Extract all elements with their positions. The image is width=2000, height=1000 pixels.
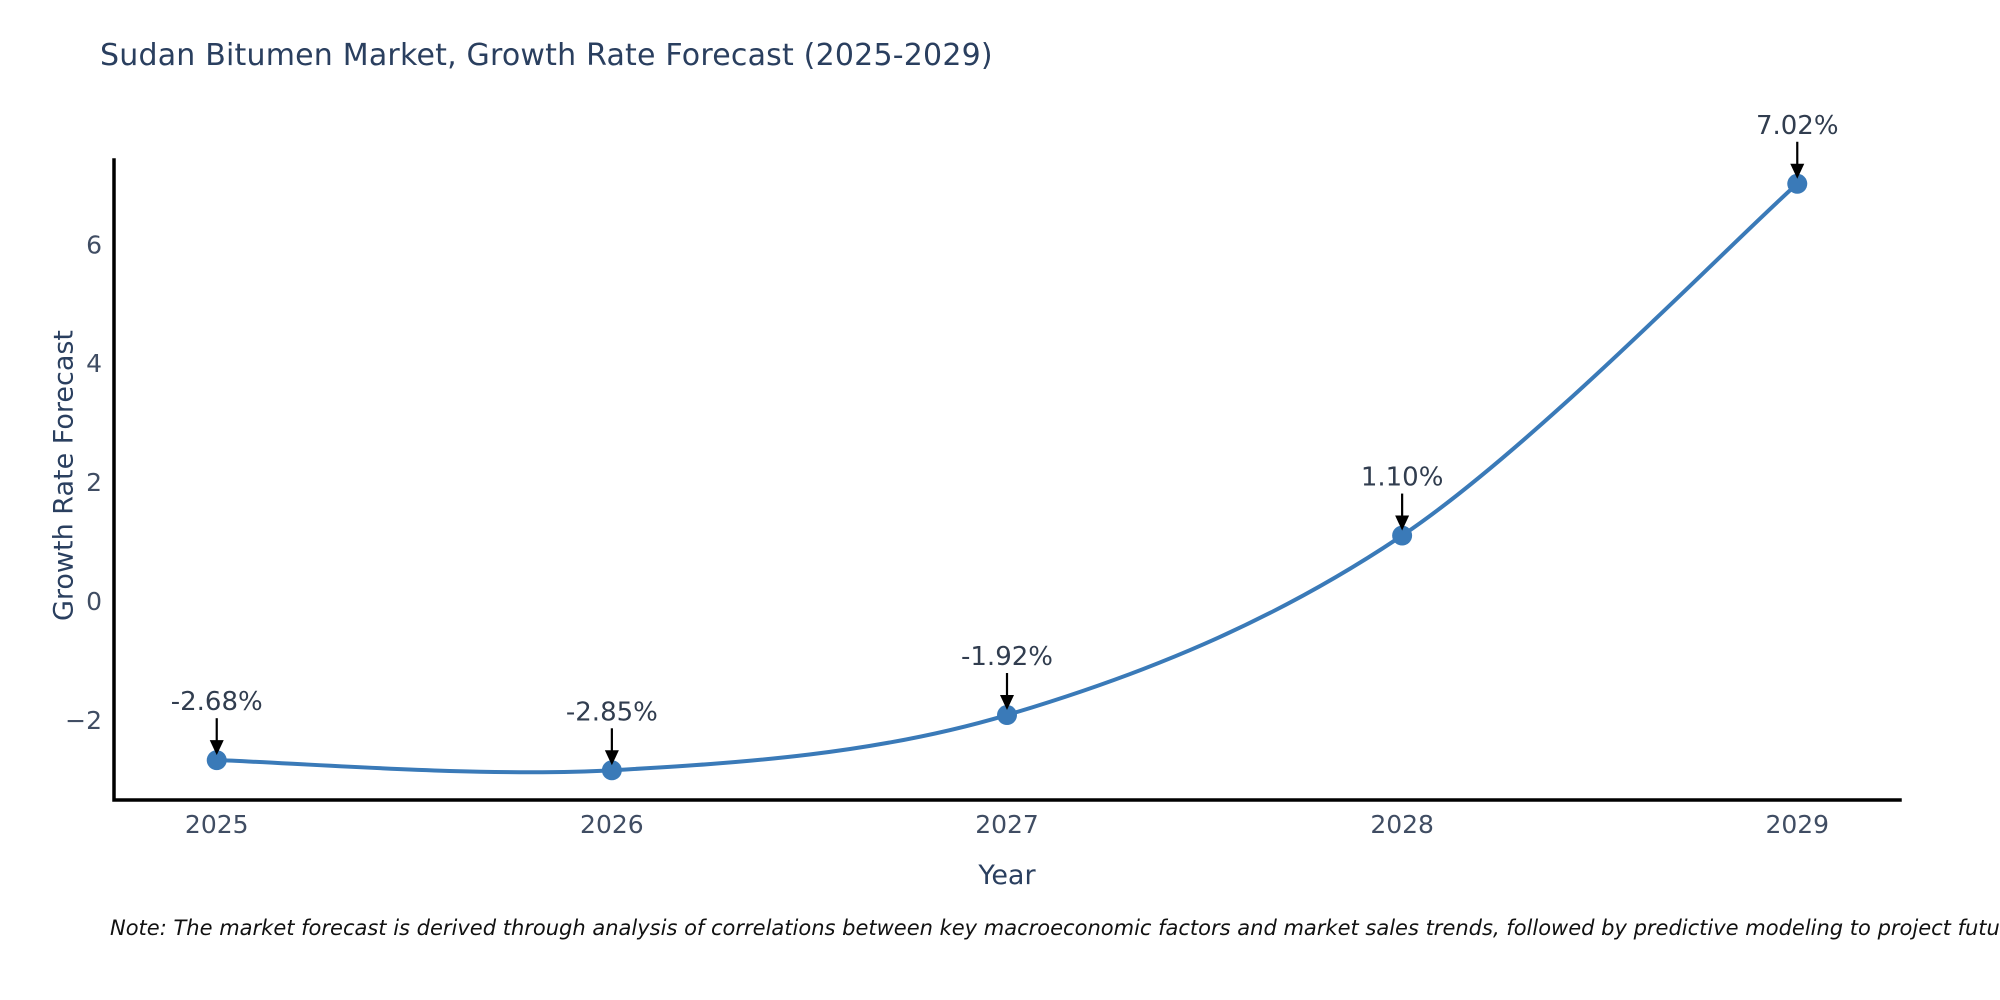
- point-annotation: -1.92%: [961, 642, 1053, 711]
- data-point-marker: [1392, 525, 1413, 546]
- data-point-marker: [997, 705, 1017, 726]
- y-tick-label: 4: [86, 349, 102, 378]
- y-tick-label: 2: [86, 468, 102, 497]
- point-annotation: 7.02%: [1756, 111, 1839, 179]
- y-tick-label: 6: [86, 230, 102, 259]
- x-tick-label: 2027: [975, 810, 1039, 839]
- x-tick-label: 2026: [580, 810, 644, 839]
- annotation-arrowhead-icon: [604, 750, 619, 766]
- point-annotation: -2.85%: [566, 697, 658, 766]
- point-annotation-label: 1.10%: [1361, 463, 1444, 493]
- axis-spines: [112, 158, 1902, 802]
- x-tick-label: 2025: [185, 810, 249, 839]
- annotation-arrowhead-icon: [209, 740, 224, 756]
- point-annotation: -2.68%: [171, 687, 263, 756]
- data-point-marker: [601, 760, 622, 781]
- y-tick-label: −2: [65, 706, 102, 735]
- x-tick-label: 2029: [1765, 810, 1829, 839]
- chart-title: Sudan Bitumen Market, Growth Rate Foreca…: [100, 38, 993, 73]
- point-annotation-label: 7.02%: [1756, 111, 1839, 141]
- point-annotation: 1.10%: [1361, 463, 1444, 531]
- data-point-marker: [206, 750, 227, 771]
- y-tick-label: 0: [86, 587, 102, 616]
- annotation-arrowhead-icon: [1000, 695, 1014, 711]
- x-tick-label: 2028: [1370, 810, 1434, 839]
- x-axis-title: Year: [978, 860, 1036, 891]
- point-annotation-label: -1.92%: [961, 642, 1053, 672]
- footnote: Note: The market forecast is derived thr…: [110, 916, 2000, 940]
- point-annotation-label: -2.68%: [171, 687, 263, 717]
- forecast-line: [214, 181, 1800, 775]
- data-point-marker: [1787, 173, 1808, 194]
- point-annotation-label: -2.85%: [566, 697, 658, 727]
- annotation-arrowhead-icon: [1790, 163, 1805, 179]
- annotation-arrowhead-icon: [1395, 515, 1410, 531]
